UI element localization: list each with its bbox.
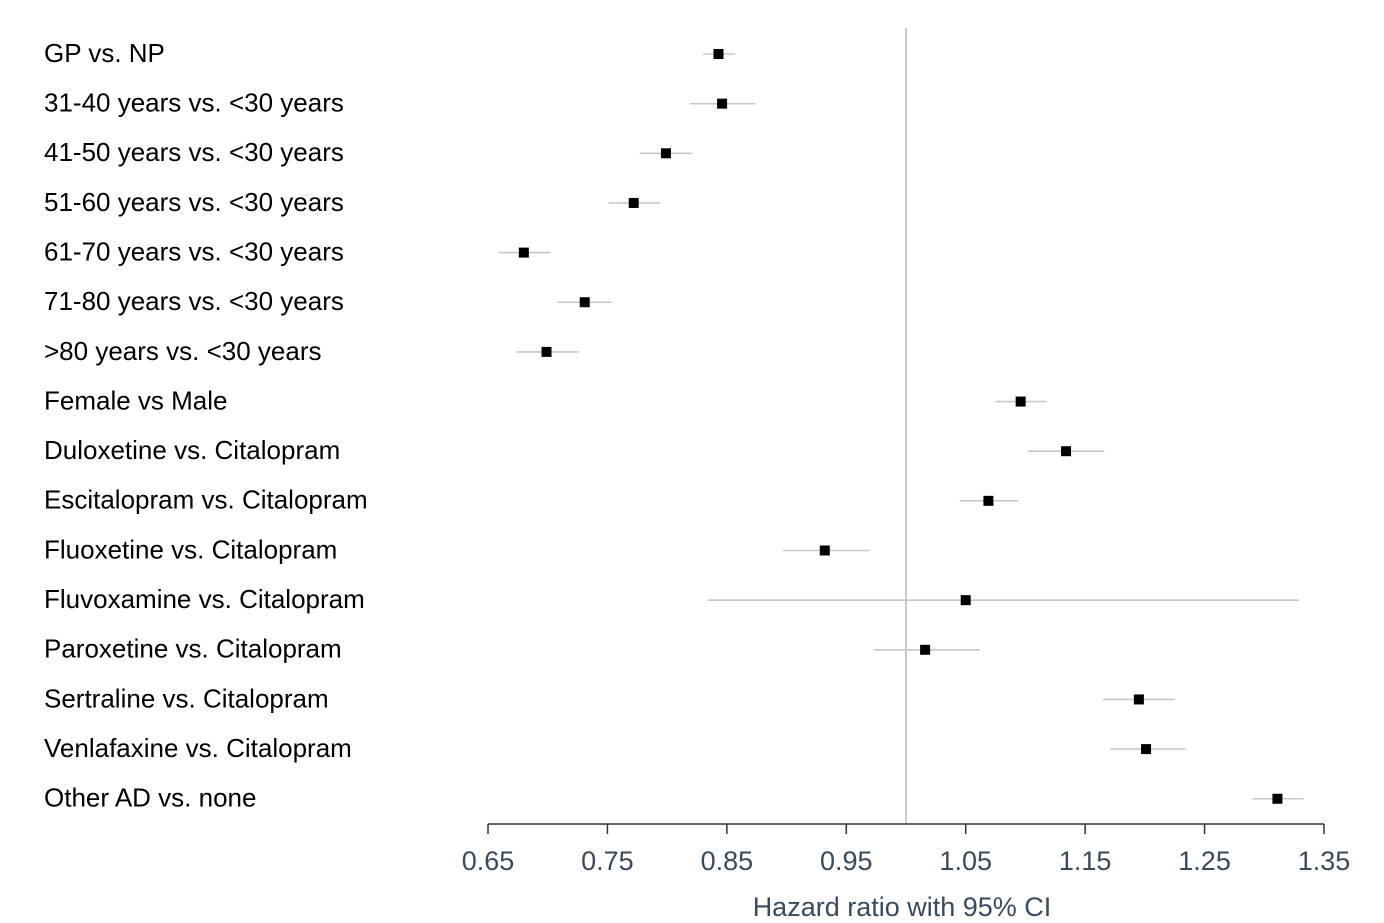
hazard-ratio-marker — [1272, 793, 1283, 804]
x-axis-ticks: 0.65 0.75 0.85 0.95 1.05 1.15 1.25 1.35 — [462, 824, 1351, 876]
row-label: Other AD vs. none — [44, 783, 256, 813]
row-label: Fluvoxamine vs. Citalopram — [44, 584, 365, 614]
hazard-ratio-marker — [518, 247, 529, 258]
x-tick-label: 0.75 — [581, 846, 634, 876]
row-label: Fluoxetine vs. Citalopram — [44, 534, 337, 564]
confidence-intervals — [498, 53, 1304, 800]
hazard-ratio-marker — [983, 495, 994, 506]
row-label: Paroxetine vs. Citalopram — [44, 634, 342, 664]
x-axis-title: Hazard ratio with 95% CI — [753, 892, 1052, 922]
hazard-ratio-marker — [628, 197, 639, 208]
hazard-ratio-marker — [1141, 744, 1152, 755]
row-label: 51-60 years vs. <30 years — [44, 187, 344, 217]
row-labels: GP vs. NP 31-40 years vs. <30 years 41-50 … — [44, 38, 368, 813]
x-tick-label: 1.35 — [1298, 846, 1351, 876]
hazard-ratio-marker — [713, 49, 724, 59]
hazard-ratio-marker — [819, 545, 830, 556]
x-tick-label: 0.85 — [701, 846, 754, 876]
point-estimates — [518, 49, 1283, 804]
row-label: >80 years vs. <30 years — [44, 336, 321, 366]
hazard-ratio-marker — [1061, 446, 1072, 457]
hazard-ratio-marker — [1133, 694, 1144, 705]
row-label: Female vs Male — [44, 385, 228, 415]
hazard-ratio-marker — [920, 644, 931, 655]
row-label: 41-50 years vs. <30 years — [44, 137, 344, 167]
hazard-ratio-marker — [960, 595, 971, 606]
row-label: Escitalopram vs. Citalopram — [44, 485, 368, 515]
row-label: 61-70 years vs. <30 years — [44, 236, 344, 266]
hazard-ratio-marker — [1015, 396, 1026, 407]
row-label: Sertraline vs. Citalopram — [44, 683, 329, 713]
hazard-ratio-marker — [579, 297, 590, 308]
x-tick-label: 1.05 — [939, 846, 992, 876]
x-tick-label: 1.15 — [1059, 846, 1112, 876]
row-label: 71-80 years vs. <30 years — [44, 286, 344, 316]
x-tick-label: 0.95 — [820, 846, 873, 876]
x-tick-label: 1.25 — [1178, 846, 1231, 876]
row-label: Duloxetine vs. Citalopram — [44, 435, 340, 465]
hazard-ratio-marker — [541, 346, 552, 357]
row-label: GP vs. NP — [44, 38, 165, 68]
x-tick-label: 0.65 — [462, 846, 515, 876]
hazard-ratio-marker — [717, 98, 728, 109]
row-label: 31-40 years vs. <30 years — [44, 88, 344, 118]
row-label: Venlafaxine vs. Citalopram — [44, 733, 352, 763]
hazard-ratio-marker — [660, 148, 671, 159]
